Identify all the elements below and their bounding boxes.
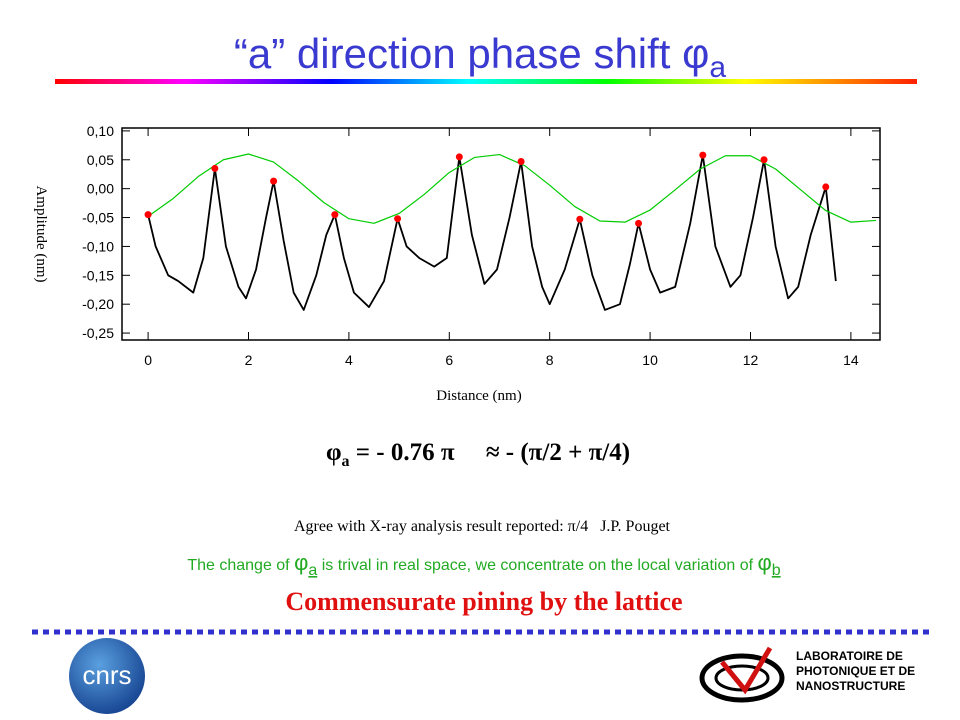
formula-text: = - 0.76 π ≈ - (π/2 + π/4) [350, 439, 631, 466]
y-tick-label: -0,10 [82, 238, 114, 254]
title-text: “a” direction phase shift φ [234, 30, 709, 77]
rainbow-rule [55, 79, 917, 84]
x-tick-label: 6 [445, 352, 453, 368]
x-tick-label: 4 [345, 352, 353, 368]
data-point [270, 177, 278, 185]
formula-symbol: φ [326, 439, 342, 466]
change-text: is trival in real space, we concentrate … [317, 557, 757, 574]
y-tick-label: 0,05 [87, 152, 114, 168]
x-tick-label: 2 [245, 352, 253, 368]
change-subscript: b [772, 562, 781, 579]
cnrs-logo [69, 638, 145, 714]
change-text: The change of [187, 557, 294, 574]
y-tick-label: -0,05 [82, 210, 114, 226]
data-point [394, 215, 402, 223]
y-tick-label: 0,10 [87, 123, 114, 139]
data-point [699, 151, 707, 159]
lab-name-line: PHOTONIQUE ET DE [796, 664, 915, 678]
lab-name-line: NANOSTRUCTURE [796, 679, 905, 693]
title-subscript: a [709, 51, 726, 84]
conclusion: Commensurate pining by the lattice [285, 587, 682, 616]
data-point [635, 219, 643, 227]
y-tick-label: 0,00 [87, 181, 114, 197]
change-note: The change of φa is trival in real space… [187, 550, 780, 579]
change-symbol: φ [294, 550, 308, 575]
lab-logo-mark [720, 646, 773, 695]
data-line [147, 153, 877, 224]
data-point [517, 158, 525, 166]
cnrs-logo-text: cnrs [82, 660, 131, 690]
data-point [144, 211, 152, 219]
data-point [576, 215, 584, 223]
x-axis-label: Distance (nm) [436, 388, 521, 404]
y-tick-label: -0,25 [82, 325, 114, 341]
lab-logo [699, 646, 785, 703]
y-axis-label: Amplitude (nm) [33, 185, 49, 282]
y-tick-label: -0,20 [82, 296, 114, 312]
formula: φa = - 0.76 π ≈ - (π/2 + π/4) [326, 439, 630, 470]
lab-logo-ring [699, 653, 785, 703]
formula-subscript: a [342, 453, 350, 470]
data-point [331, 211, 339, 219]
chart: 0,10 0,05 0,00 -0,05 -0,10 -0,15 -0,20 -0,25 0 2 4… [33, 123, 881, 404]
data-point [822, 183, 830, 191]
change-subscript: a [308, 562, 317, 579]
data-point [760, 156, 768, 164]
lab-name-line: LABORATOIRE DE [796, 649, 903, 663]
x-tick-label: 12 [743, 352, 759, 368]
data-point [211, 164, 219, 172]
change-symbol: φ [757, 550, 771, 575]
plot-frame [121, 127, 881, 341]
slide-title: “a” direction phase shift φa [234, 30, 726, 84]
note: Agree with X-ray analysis result reporte… [294, 518, 671, 535]
data-line [147, 154, 837, 311]
x-tick-label: 8 [546, 352, 554, 368]
x-tick-label: 10 [642, 352, 658, 368]
y-tick-label: -0,15 [82, 267, 114, 283]
data-point [455, 153, 463, 161]
x-tick-label: 14 [843, 352, 859, 368]
x-tick-label: 0 [144, 352, 152, 368]
